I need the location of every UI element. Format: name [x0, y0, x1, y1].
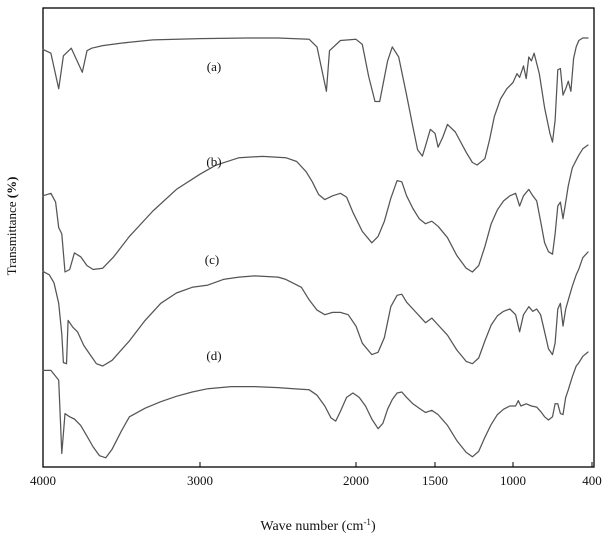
- x-tick-label-3000: 3000: [187, 473, 213, 488]
- x-tick-label-4000: 4000: [30, 473, 56, 488]
- spectra-group: [42, 37, 589, 459]
- x-axis-label-main: Wave number (cm: [260, 519, 363, 534]
- spectrum-trace-4: [42, 351, 589, 459]
- y-axis-label-main: Transmittance: [4, 198, 19, 275]
- x-tick-label-2000: 2000: [343, 473, 369, 488]
- series-labels-group: (a) (b) (c) (d): [205, 59, 222, 363]
- x-axis-label-superscript: -1: [363, 517, 371, 527]
- x-tick-label-1000: 1000: [500, 473, 526, 488]
- series-label-3: (c): [205, 252, 219, 267]
- x-ticks-group: 4000 3000 2000 1500 1000 400: [30, 462, 602, 488]
- x-tick-label-400: 400: [582, 473, 602, 488]
- series-label-4: (d): [206, 348, 221, 363]
- spectrum-trace-3: [42, 251, 589, 367]
- plot-frame: [42, 7, 595, 468]
- spectrum-trace-1: [42, 37, 589, 166]
- x-axis-label: Wave number (cm-1): [260, 517, 376, 534]
- x-tick-label-1500: 1500: [422, 473, 448, 488]
- y-axis-label: Transmittance (%): [4, 177, 19, 276]
- y-axis-label-unit: (%): [4, 177, 19, 199]
- series-label-1: (a): [207, 59, 221, 74]
- spectrum-trace-2: [42, 144, 589, 273]
- series-label-2: (b): [206, 154, 221, 169]
- x-axis-label-tail: ): [371, 519, 376, 534]
